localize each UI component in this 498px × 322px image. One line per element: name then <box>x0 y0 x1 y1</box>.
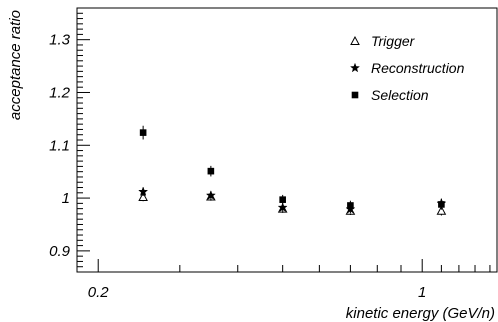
trigger-point <box>436 205 447 215</box>
data-points <box>138 125 447 216</box>
y-tick-label: 1.1 <box>49 137 70 154</box>
legend: Trigger Reconstruction Selection <box>349 33 465 103</box>
legend-item: Reconstruction <box>349 60 465 76</box>
legend-marker <box>350 35 360 45</box>
series-selection <box>139 125 445 211</box>
selection-point <box>207 167 215 175</box>
y-tick-label: 1.2 <box>49 84 71 101</box>
legend-label: Trigger <box>371 33 416 49</box>
legend-item: Selection <box>351 87 429 103</box>
selection-point <box>139 129 147 136</box>
series-reconstruction <box>138 186 447 214</box>
legend-marker <box>351 91 359 99</box>
x-tick-label: 0.2 <box>88 284 110 301</box>
legend-marker <box>349 62 361 73</box>
plot-frame <box>76 7 498 273</box>
reconstruction-point <box>138 186 149 197</box>
x-axis-label: kinetic energy (GeV/n) <box>346 305 495 322</box>
plot-border <box>76 7 498 273</box>
selection-point <box>347 202 354 209</box>
trigger-point <box>138 191 148 202</box>
legend-label: Reconstruction <box>371 60 465 76</box>
selection-point <box>438 201 445 208</box>
y-tick-label: 0.9 <box>49 243 71 260</box>
legend-label: Selection <box>371 87 429 103</box>
y-tick-label: 1 <box>62 190 70 207</box>
x-axis-ticks: 0.2 1 <box>88 259 491 301</box>
selection-point <box>279 196 286 203</box>
y-axis-label: acceptance ratio <box>7 10 24 120</box>
legend-item: Trigger <box>350 33 416 49</box>
reconstruction-point <box>205 190 216 200</box>
reconstruction-point <box>277 202 288 212</box>
y-tick-label: 1.3 <box>49 32 71 49</box>
x-tick-label: 1 <box>418 284 426 301</box>
series-trigger <box>138 191 447 216</box>
y-axis-ticks: 0.9 1 1.1 1.2 1.3 <box>49 7 90 273</box>
